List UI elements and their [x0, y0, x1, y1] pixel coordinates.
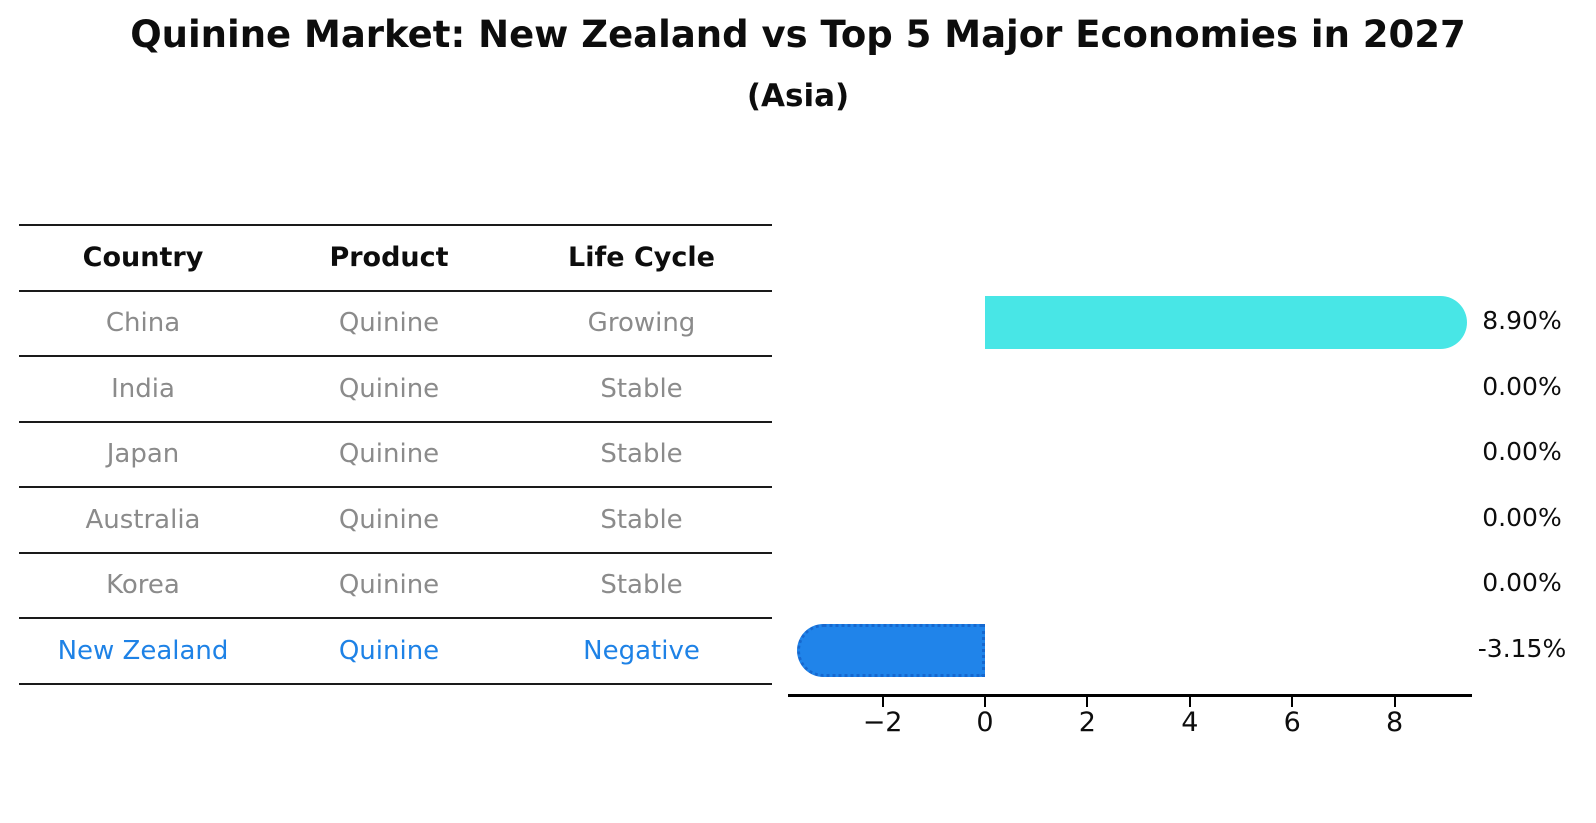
value-label-australia: 0.00%: [1482, 502, 1562, 532]
x-tick-label-6: 6: [1283, 707, 1301, 738]
cell-lifecycle: Stable: [600, 373, 683, 404]
x-tick-6: [1291, 697, 1294, 707]
cell-lifecycle: Stable: [600, 439, 683, 470]
table-row: China Quinine Growing: [19, 289, 772, 356]
x-tick-label-4: 4: [1181, 707, 1199, 738]
cell-product: Quinine: [338, 570, 440, 601]
x-tick-4: [1188, 697, 1191, 707]
value-label-korea: 0.00%: [1482, 568, 1562, 598]
cell-country: Japan: [106, 439, 180, 470]
cell-country: Korea: [106, 570, 180, 601]
x-tick-label-0: 0: [976, 707, 994, 738]
cell-lifecycle: Stable: [600, 504, 683, 535]
x-tick-0: [984, 697, 986, 707]
x-axis-line: [788, 694, 1472, 697]
cell-product: Quinine: [338, 439, 440, 470]
bar-china: [985, 295, 1468, 349]
x-tick-2: [1086, 697, 1089, 707]
cell-product: Quinine: [338, 308, 440, 339]
table-row-highlighted: New Zealand Quinine Negative: [19, 617, 772, 685]
table-header-row: Country Product Life Cycle: [19, 224, 772, 290]
cell-product: Quinine: [338, 635, 440, 666]
cell-lifecycle: Negative: [583, 635, 700, 666]
comparison-table: Country Product Life Cycle China Quinine…: [19, 224, 772, 685]
cell-product: Quinine: [338, 504, 440, 535]
x-tick-label-2: 2: [1078, 707, 1096, 738]
cell-country: Australia: [85, 504, 201, 535]
x-tick--2: [881, 697, 884, 707]
chart-title: Quinine Market: New Zealand vs Top 5 Maj…: [130, 13, 1466, 56]
cell-lifecycle: Stable: [600, 570, 683, 601]
bar-new-zealand: [797, 623, 985, 677]
column-header-country: Country: [82, 242, 204, 274]
chart-subtitle: (Asia): [746, 78, 850, 114]
cell-country: New Zealand: [57, 635, 229, 666]
value-label-china: 8.90%: [1482, 306, 1562, 335]
table-row: Korea Quinine Stable: [19, 551, 772, 618]
value-label-india: 0.00%: [1482, 371, 1562, 401]
column-header-lifecycle: Life Cycle: [568, 242, 715, 274]
value-label-japan: 0.00%: [1482, 437, 1562, 467]
value-label-new-zealand: -3.15%: [1477, 634, 1567, 663]
cell-product: Quinine: [338, 373, 440, 404]
cell-country: India: [111, 373, 175, 404]
column-header-product: Product: [329, 242, 449, 274]
x-tick-label-8: 8: [1386, 707, 1404, 738]
table-row: Australia Quinine Stable: [19, 486, 772, 552]
cell-lifecycle: Growing: [587, 308, 696, 339]
x-tick-8: [1393, 697, 1396, 707]
table-row: Japan Quinine Stable: [19, 420, 772, 487]
x-tick-label--2: −2: [862, 707, 903, 738]
cell-country: China: [105, 308, 181, 339]
table-row: India Quinine Stable: [19, 355, 772, 421]
